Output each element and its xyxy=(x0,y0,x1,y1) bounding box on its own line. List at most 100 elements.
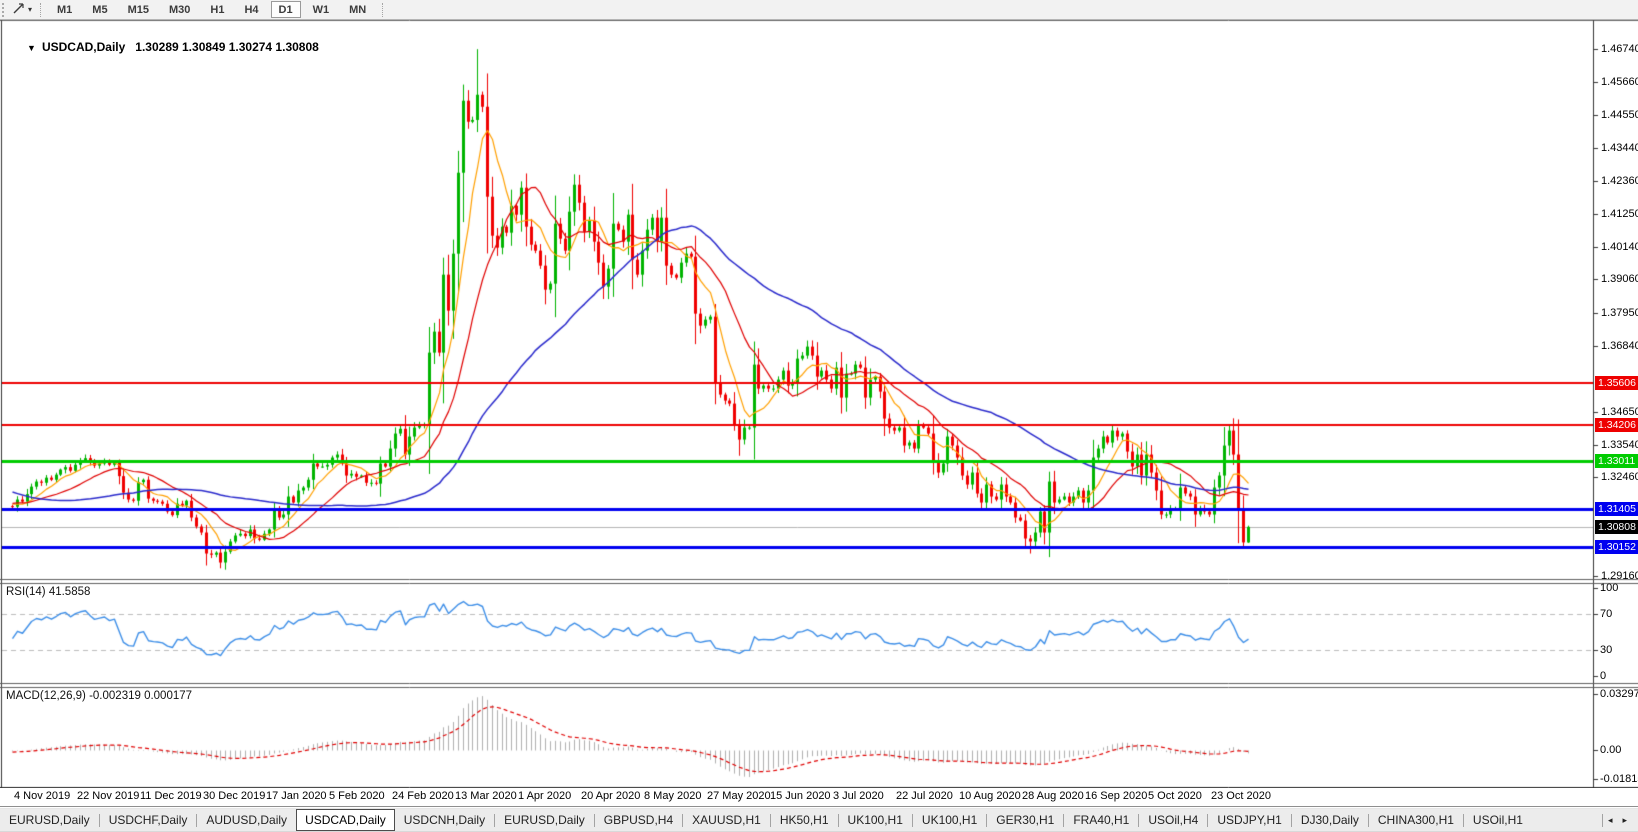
toolbar: ▾ M1 M5 M15 M30 H1 H4 D1 W1 MN xyxy=(0,0,1638,20)
pane-splitter[interactable] xyxy=(0,682,1638,688)
axis-tick-label: 30 xyxy=(1600,644,1613,656)
chart-title-ohlc: 1.30289 1.30849 1.30274 1.30808 xyxy=(135,40,319,54)
date-tick-label: 5 Oct 2020 xyxy=(1148,790,1202,802)
tab-separator xyxy=(769,813,771,827)
chart-tab-ger30[interactable]: GER30,H1 xyxy=(996,813,1055,827)
chart-title: ▼ USDCAD,Daily 1.30289 1.30849 1.30274 1.3… xyxy=(7,26,319,68)
chart-tab-eurusd[interactable]: EURUSD,Daily xyxy=(504,813,585,827)
chart-window: ▼ USDCAD,Daily 1.30289 1.30849 1.30274 1.3… xyxy=(0,20,1638,806)
window-separator xyxy=(0,806,1638,809)
tab-separator xyxy=(1367,813,1369,827)
rsi-label: RSI(14) 41.5858 xyxy=(6,586,91,598)
tab-separator xyxy=(494,813,496,827)
axis-tick-label: 70 xyxy=(1600,608,1613,620)
tab-separator xyxy=(682,813,684,827)
dropdown-caret-icon[interactable]: ▾ xyxy=(28,5,33,14)
date-tick-label: 1 Apr 2020 xyxy=(518,790,572,802)
axis-tick-label: 1.40140 xyxy=(1601,241,1638,253)
timeframe-button-m15[interactable]: M15 xyxy=(120,1,157,18)
date-tick-label: 10 Aug 2020 xyxy=(959,790,1021,802)
timeframe-button-group: M1 M5 M15 M30 H1 H4 D1 W1 MN xyxy=(47,1,376,18)
toolbar-grip[interactable] xyxy=(2,2,5,17)
chart-tab-usdjpy[interactable]: USDJPY,H1 xyxy=(1217,813,1282,827)
tab-scroll-left-icon[interactable]: ◂ xyxy=(1607,814,1613,825)
axis-tick-label: 1.46740 xyxy=(1601,43,1638,55)
timeframe-button-w1[interactable]: W1 xyxy=(305,1,338,18)
chart-tab-usoil[interactable]: USOil,H4 xyxy=(1148,813,1199,827)
date-tick-label: 15 Jun 2020 xyxy=(770,790,831,802)
axis-tick-label: 1.41250 xyxy=(1601,208,1638,220)
chart-tab-china300[interactable]: CHINA300,H1 xyxy=(1377,813,1454,827)
axis-tick-label: 1.33540 xyxy=(1601,439,1638,451)
axis-tick-label: 1.39060 xyxy=(1601,273,1638,285)
tab-separator xyxy=(1063,813,1065,827)
date-tick-label: 22 Nov 2019 xyxy=(77,790,140,802)
tab-separator xyxy=(1290,813,1292,827)
chart-tab-uk100[interactable]: UK100,H1 xyxy=(847,813,903,827)
axis-tick-label: 0.00 xyxy=(1600,744,1622,756)
tab-separator xyxy=(911,813,913,827)
chart-tab-dj30[interactable]: DJ30,Daily xyxy=(1300,813,1359,827)
date-tick-label: 28 Aug 2020 xyxy=(1022,790,1084,802)
timeframe-button-m1[interactable]: M1 xyxy=(49,1,80,18)
timeframe-button-d1[interactable]: D1 xyxy=(270,1,301,18)
axis-tick-label: -0.018154 xyxy=(1600,773,1638,785)
toolbar-separator xyxy=(40,2,42,17)
toolbar-separator xyxy=(382,2,384,17)
tab-separator xyxy=(1207,813,1209,827)
chart-tab-bar: EURUSD,Daily USDCHF,Daily AUDUSD,Daily USDC… xyxy=(0,809,1638,831)
chart-tab-eurusd[interactable]: EURUSD,Daily xyxy=(9,813,90,827)
tab-separator xyxy=(1462,813,1464,827)
price-chart-canvas[interactable] xyxy=(0,20,1638,788)
tab-separator xyxy=(98,813,100,827)
date-tick-label: 13 Mar 2020 xyxy=(455,790,517,802)
date-tick-label: 8 May 2020 xyxy=(644,790,702,802)
price-badge-1.30808: 1.30808 xyxy=(1595,520,1638,534)
date-tick-label: 24 Feb 2020 xyxy=(392,790,454,802)
chart-tabs: EURUSD,Daily USDCHF,Daily AUDUSD,Daily USDC… xyxy=(0,809,1532,831)
axis-tick-label: 1.36840 xyxy=(1601,340,1638,352)
tab-scroll-arrows: ◂ ▸ xyxy=(1601,809,1638,831)
timeframe-button-m30[interactable]: M30 xyxy=(161,1,198,18)
date-tick-label: 22 Jul 2020 xyxy=(896,790,953,802)
date-tick-label: 17 Jan 2020 xyxy=(266,790,327,802)
chart-tab-usdcnh[interactable]: USDCNH,Daily xyxy=(403,813,486,827)
date-tick-label: 5 Feb 2020 xyxy=(329,790,385,802)
axis-tick-label: 0.032972 xyxy=(1600,688,1638,700)
tab-separator xyxy=(837,813,839,827)
pane-splitter[interactable] xyxy=(0,578,1638,584)
chart-tab-usdcad-active[interactable]: USDCAD,Daily xyxy=(296,809,395,831)
chart-menu-caret-icon[interactable]: ▼ xyxy=(27,43,36,53)
price-badge-1.35606: 1.35606 xyxy=(1595,376,1638,390)
chart-tab-gbpusd[interactable]: GBPUSD,H4 xyxy=(603,813,674,827)
chart-tab-xauusd[interactable]: XAUUSD,H1 xyxy=(692,813,761,827)
drawing-tool-button[interactable] xyxy=(8,1,28,19)
timeframe-button-h1[interactable]: H1 xyxy=(202,1,232,18)
chart-tab-uk100[interactable]: UK100,H1 xyxy=(921,813,978,827)
price-badge-1.33011: 1.33011 xyxy=(1595,454,1638,468)
tab-scroll-right-icon[interactable]: ▸ xyxy=(1622,814,1627,825)
chart-tab-audusd[interactable]: AUDUSD,Daily xyxy=(206,813,288,827)
chart-title-symbol: USDCAD,Daily xyxy=(41,40,126,54)
macd-label: MACD(12,26,9) -0.002319 0.000177 xyxy=(6,690,193,702)
drawing-tool-icon xyxy=(11,1,26,19)
timeframe-button-m5[interactable]: M5 xyxy=(84,1,115,18)
timeframe-button-mn[interactable]: MN xyxy=(341,1,374,18)
chart-tab-fra40[interactable]: FRA40,H1 xyxy=(1073,813,1130,827)
chart-tab-usoil[interactable]: USOil,H1 xyxy=(1472,813,1523,827)
date-tick-label: 23 Oct 2020 xyxy=(1211,790,1271,802)
axis-tick-label: 1.42360 xyxy=(1601,175,1638,187)
price-badge-1.30152: 1.30152 xyxy=(1595,540,1638,554)
tab-separator xyxy=(1601,813,1603,827)
axis-tick-label: 1.45660 xyxy=(1601,76,1638,88)
axis-tick-label: 1.32460 xyxy=(1601,471,1638,483)
axis-tick-label: 100 xyxy=(1600,582,1619,594)
timeframe-button-h4[interactable]: H4 xyxy=(236,1,266,18)
date-tick-label: 11 Dec 2019 xyxy=(140,790,202,802)
chart-tab-hk50[interactable]: HK50,H1 xyxy=(779,813,829,827)
price-badge-1.31405: 1.31405 xyxy=(1595,502,1638,516)
date-tick-label: 3 Jul 2020 xyxy=(833,790,884,802)
chart-tab-usdchf[interactable]: USDCHF,Daily xyxy=(108,813,188,827)
axis-tick-label: 1.29160 xyxy=(1601,570,1638,582)
